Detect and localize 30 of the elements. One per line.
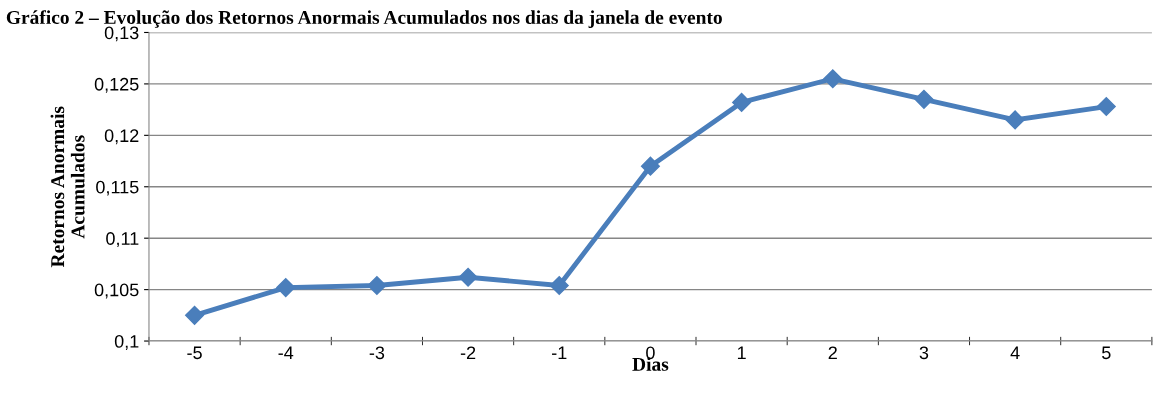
point [732, 92, 752, 112]
y-tick-label: 0,1 [114, 334, 139, 350]
y-tick-label: 0,12 [104, 129, 139, 145]
x-tick-label: -1 [552, 346, 567, 359]
x-tick-label: -3 [369, 346, 385, 360]
point [549, 275, 569, 296]
point [185, 305, 205, 325]
chart-title: Gráfico 2 – Evolução dos Retornos Anormais Acumulados nos dias da janela de evento [6, 10, 722, 28]
y-tick-label: 0,105 [94, 283, 139, 299]
y-axis-title: Retornos Anormais Acumulados [50, 106, 85, 268]
x-tick-label: -2 [460, 346, 476, 359]
x-tick-label: 4 [1010, 346, 1020, 359]
x-tick-label: 2 [828, 346, 837, 359]
y-tick-label: 0,11 [106, 232, 139, 248]
point [367, 275, 387, 296]
y-tick-label: 0,13 [104, 26, 139, 42]
x-tick-label: 5 [1102, 346, 1111, 360]
point [1096, 97, 1116, 117]
x-tick-label: 1 [737, 346, 746, 359]
x-tick-label: -4 [278, 346, 294, 359]
y-tick-label: 0,125 [94, 77, 139, 93]
x-tick-label: -5 [187, 346, 202, 360]
point [823, 69, 843, 89]
point [458, 267, 478, 287]
point [276, 278, 296, 298]
x-tick-label: 3 [919, 346, 929, 360]
point [640, 156, 660, 176]
point [1005, 110, 1025, 130]
y-tick-label: 0,115 [96, 180, 139, 196]
point [914, 89, 934, 109]
